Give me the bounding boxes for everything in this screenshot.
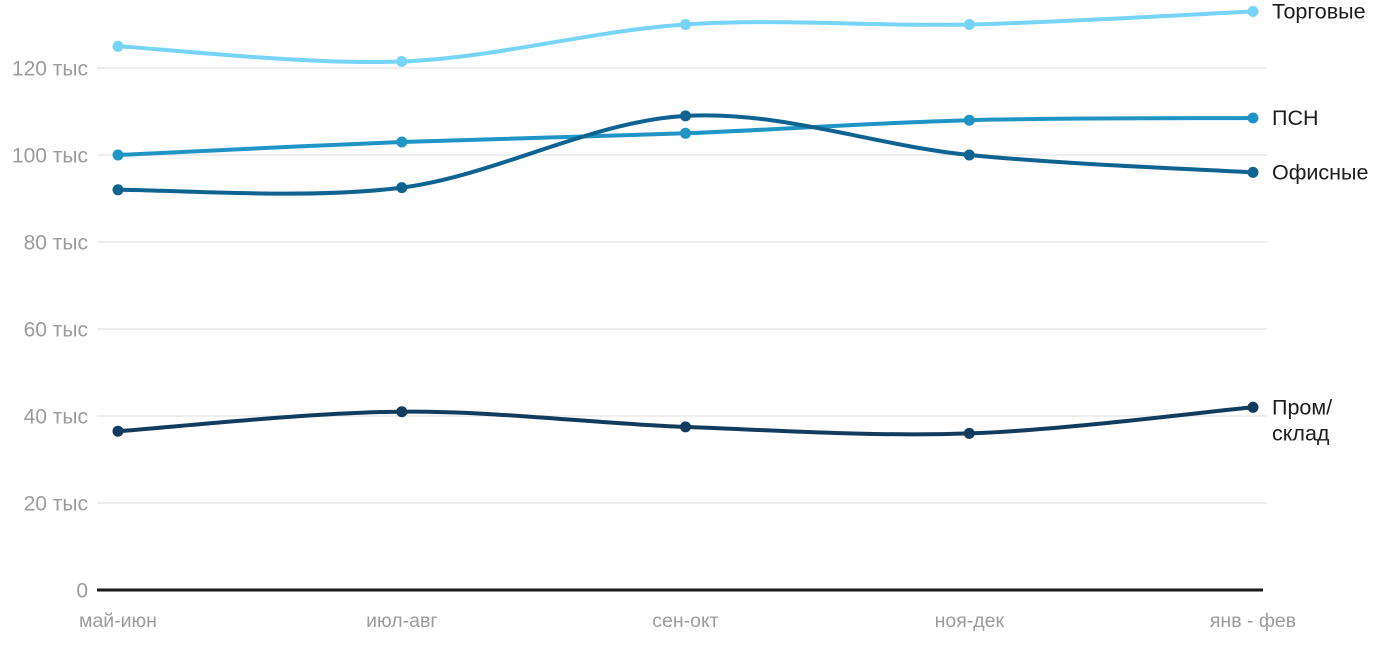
x-axis-tick-label: янв - фев bbox=[1210, 610, 1296, 632]
series-point-psn[interactable] bbox=[112, 149, 124, 161]
x-axis-tick-label: июл-авг bbox=[366, 610, 437, 632]
series-legend-label-line: ПСН bbox=[1272, 106, 1319, 130]
series-point-psn[interactable] bbox=[1247, 112, 1259, 124]
series-point-ofisnye[interactable] bbox=[680, 110, 691, 122]
series-point-ofisnye[interactable] bbox=[112, 184, 124, 196]
series-point-prom-sklad[interactable] bbox=[680, 421, 691, 433]
series-legend-label-line: Пром/ bbox=[1272, 395, 1332, 419]
series-legend-label-prom-sklad: Пром/склад bbox=[1272, 395, 1332, 445]
y-axis-tick-label: 80 тыс bbox=[24, 232, 88, 255]
series-point-prom-sklad[interactable] bbox=[963, 427, 975, 439]
series-point-prom-sklad[interactable] bbox=[112, 425, 124, 437]
series-point-torgovye[interactable] bbox=[1247, 6, 1259, 17]
series-legend-label-psn: ПСН bbox=[1272, 106, 1319, 130]
y-axis-tick-label: 60 тыс bbox=[24, 319, 88, 342]
series-point-torgovye[interactable] bbox=[396, 56, 408, 67]
series-legend-label-line: Офисные bbox=[1272, 160, 1368, 184]
series-legend-label-line: Торговые bbox=[1272, 0, 1366, 24]
series-legend-label-torgovye: Торговые bbox=[1272, 0, 1366, 24]
series-point-psn[interactable] bbox=[963, 114, 975, 126]
series-point-prom-sklad[interactable] bbox=[396, 406, 408, 418]
series-point-ofisnye[interactable] bbox=[1247, 166, 1259, 178]
x-axis-tick-label: май-июн bbox=[79, 610, 157, 632]
y-axis-tick-label: 20 тыс bbox=[24, 493, 88, 516]
series-point-torgovye[interactable] bbox=[112, 40, 124, 52]
series-point-psn[interactable] bbox=[396, 136, 408, 148]
series-legend-label-ofisnye: Офисные bbox=[1272, 160, 1368, 184]
series-point-ofisnye[interactable] bbox=[396, 182, 408, 194]
series-point-torgovye[interactable] bbox=[963, 19, 975, 30]
series-point-ofisnye[interactable] bbox=[963, 149, 975, 161]
y-axis-tick-label: 0 bbox=[76, 580, 88, 603]
series-point-psn[interactable] bbox=[680, 127, 691, 139]
x-axis-tick-label: ноя-дек bbox=[935, 610, 1005, 632]
series-legend-label-line: склад bbox=[1272, 421, 1330, 445]
series-point-torgovye[interactable] bbox=[680, 19, 691, 30]
y-axis-tick-label: 40 тыс bbox=[24, 406, 88, 429]
y-axis-tick-label: 120 тыс bbox=[12, 58, 88, 81]
series-point-prom-sklad[interactable] bbox=[1247, 401, 1259, 413]
x-axis-tick-label: сен-окт bbox=[652, 610, 718, 632]
y-axis-tick-label: 100 тыс bbox=[12, 145, 88, 168]
